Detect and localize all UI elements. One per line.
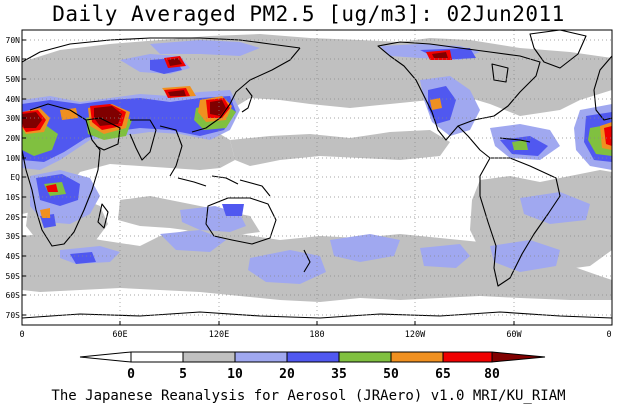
colorbar-segment bbox=[130, 351, 184, 363]
colorbar-label: 5 bbox=[179, 367, 187, 382]
lat-label: 20S bbox=[6, 213, 21, 222]
lat-label: 30S bbox=[6, 232, 21, 241]
lat-label: 10N bbox=[6, 154, 21, 163]
lon-label: 120E bbox=[209, 330, 229, 340]
colorbar-label: 65 bbox=[435, 367, 451, 382]
credit-line: The Japanese Reanalysis for Aerosol (JRA… bbox=[51, 388, 566, 404]
lon-label: 180 bbox=[309, 330, 324, 340]
colorbar-segment bbox=[286, 351, 340, 363]
lat-label: 20N bbox=[6, 134, 21, 143]
lon-label: 60W bbox=[506, 330, 522, 340]
colorbar-segment bbox=[234, 351, 288, 363]
lat-label: 70S bbox=[6, 311, 21, 320]
lat-label: 30N bbox=[6, 114, 21, 123]
map-title: Daily Averaged PM2.5 [ug/m3]: 02Jun2011 bbox=[52, 2, 565, 26]
colorbar-labels: 0 5 10 20 35 50 65 80 bbox=[127, 367, 500, 382]
lat-label: 40N bbox=[6, 95, 21, 104]
colorbar-arrow-low bbox=[79, 351, 132, 363]
colorbar-label: 35 bbox=[331, 367, 347, 382]
lon-label: 0 bbox=[19, 330, 24, 340]
colorbar-segment bbox=[442, 351, 493, 363]
lon-label: 0 bbox=[606, 330, 611, 340]
lat-label: 50N bbox=[6, 75, 21, 84]
colorbar-segment bbox=[338, 351, 392, 363]
colorbar-segment bbox=[182, 351, 236, 363]
colorbar-label: 80 bbox=[484, 367, 500, 382]
lat-label: 60N bbox=[6, 55, 21, 64]
colorbar-segment bbox=[390, 351, 444, 363]
lat-label: 50S bbox=[6, 272, 21, 281]
lon-label: 60E bbox=[112, 330, 127, 340]
colorbar bbox=[79, 351, 546, 363]
colorbar-label: 20 bbox=[279, 367, 295, 382]
colorbar-label: 0 bbox=[127, 367, 135, 382]
longitude-labels: 0 60E 120E 180 120W 60W 0 bbox=[19, 330, 611, 340]
colorbar-label: 10 bbox=[227, 367, 243, 382]
lat-label: 70N bbox=[6, 36, 21, 45]
lon-label: 120W bbox=[405, 330, 426, 340]
coastlines bbox=[22, 30, 612, 319]
colorbar-label: 50 bbox=[383, 367, 399, 382]
lat-label: 60S bbox=[6, 291, 21, 300]
lat-label: EQ bbox=[10, 173, 20, 182]
lat-label: 10S bbox=[6, 193, 21, 202]
lat-label: 40S bbox=[6, 252, 21, 261]
latitude-labels: 70N 60N 50N 40N 30N 20N 10N EQ 10S 20S 3… bbox=[6, 36, 21, 320]
tick-marks bbox=[22, 39, 515, 325]
colorbar-arrow-high bbox=[491, 351, 546, 363]
pm25-level-80-plus bbox=[22, 52, 448, 128]
